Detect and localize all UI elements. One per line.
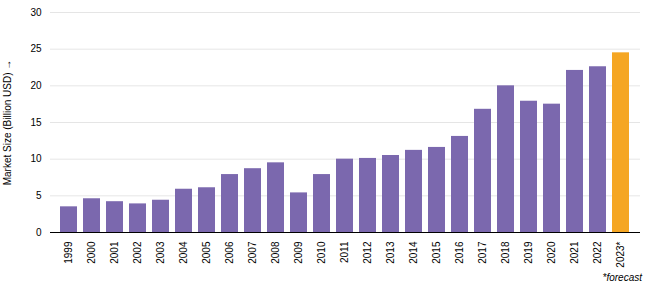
svg-text:5: 5 <box>36 190 42 201</box>
svg-text:2013: 2013 <box>385 241 396 264</box>
svg-text:2018: 2018 <box>500 241 511 264</box>
svg-text:2017: 2017 <box>477 241 488 264</box>
svg-text:2012: 2012 <box>362 241 373 264</box>
svg-text:2016: 2016 <box>454 241 465 264</box>
svg-text:2022: 2022 <box>592 241 603 264</box>
svg-text:2009: 2009 <box>293 241 304 264</box>
svg-text:2002: 2002 <box>132 241 143 264</box>
svg-text:2003: 2003 <box>155 241 166 264</box>
svg-text:2021: 2021 <box>569 241 580 264</box>
svg-text:2007: 2007 <box>247 241 258 264</box>
svg-text:2006: 2006 <box>224 241 235 264</box>
svg-text:2023*: 2023* <box>615 241 626 267</box>
svg-text:10: 10 <box>30 153 42 164</box>
svg-text:2008: 2008 <box>270 241 281 264</box>
svg-text:15: 15 <box>30 117 42 128</box>
html-text:*forecast: *forecast <box>602 272 642 283</box>
svg-text:25: 25 <box>30 43 42 54</box>
svg-text:2010: 2010 <box>316 241 327 264</box>
svg-text:30: 30 <box>30 7 42 18</box>
svg-text:1999: 1999 <box>63 241 74 264</box>
svg-text:2004: 2004 <box>178 241 189 264</box>
svg-text:2000: 2000 <box>86 241 97 264</box>
svg-text:20: 20 <box>30 80 42 91</box>
svg-text:2015: 2015 <box>431 241 442 264</box>
svg-text:Market Size (Billion USD) →: Market Size (Billion USD) → <box>2 60 13 186</box>
svg-text:2019: 2019 <box>523 241 534 264</box>
svg-text:0: 0 <box>36 227 42 238</box>
svg-text:2001: 2001 <box>109 241 120 264</box>
svg-text:2005: 2005 <box>201 241 212 264</box>
svg-text:2020: 2020 <box>546 241 557 264</box>
svg-text:2014: 2014 <box>408 241 419 264</box>
svg-text:2011: 2011 <box>339 241 350 263</box>
